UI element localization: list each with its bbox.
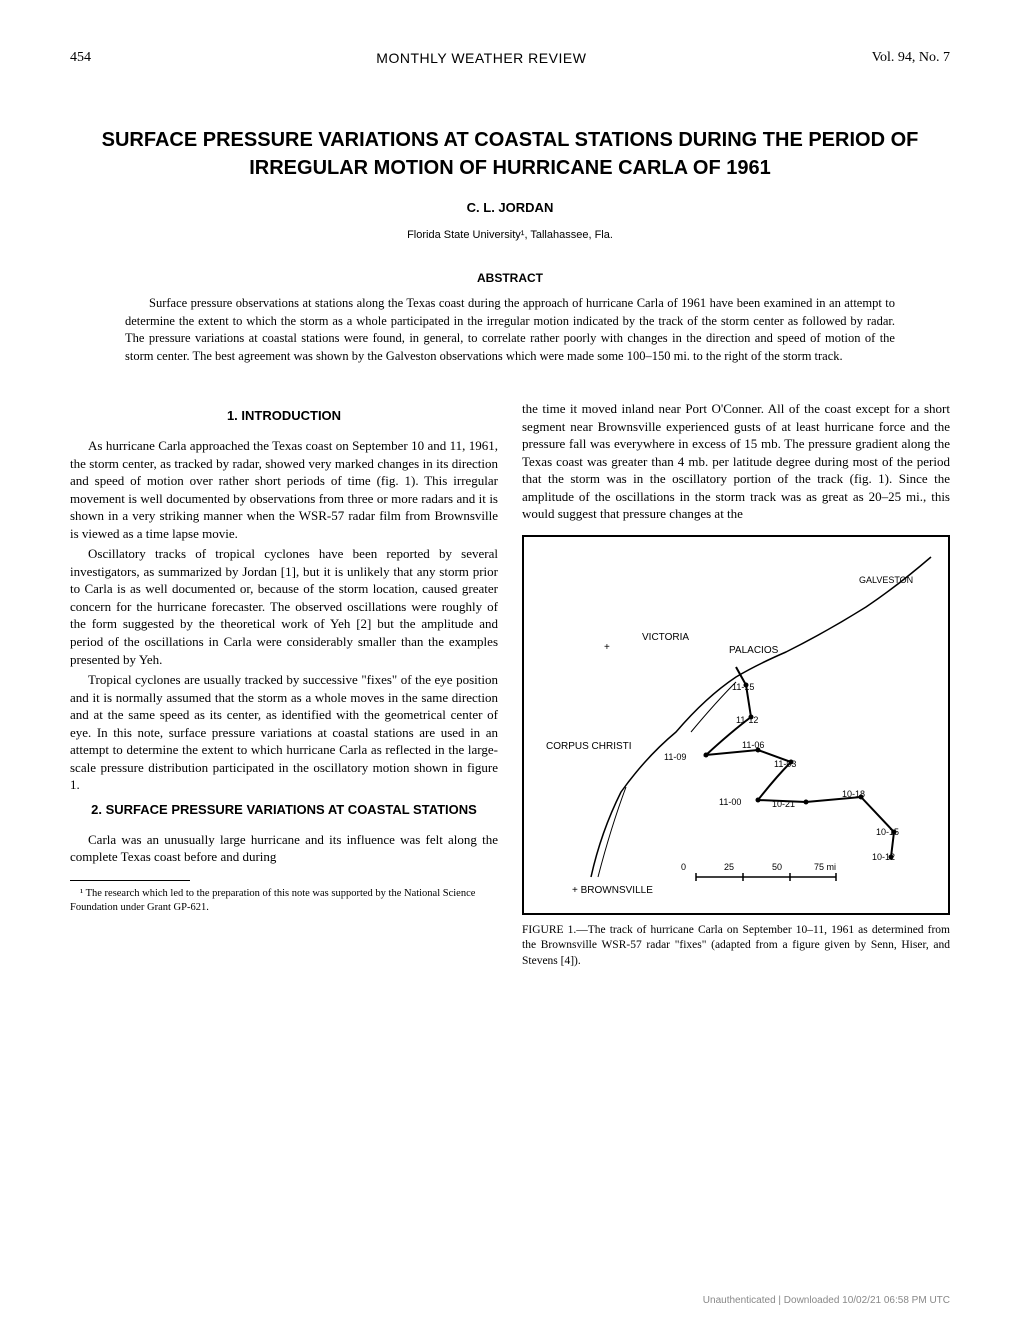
author-affiliation: Florida State University¹, Tallahassee, … [70, 229, 950, 241]
barrier-island-2 [691, 682, 736, 732]
track-dot [756, 797, 761, 802]
page-number: 454 [70, 50, 91, 66]
map-label-palacios: PALACIOS [729, 645, 778, 656]
author-name: C. L. JORDAN [70, 200, 950, 215]
download-footer: Unauthenticated | Downloaded 10/02/21 06… [703, 1295, 950, 1306]
map-label-brownsville: + BROWNSVILLE [572, 885, 653, 896]
scale-label: 50 [772, 862, 782, 872]
track-label: 10-12 [872, 852, 895, 862]
two-column-layout: 1. INTRODUCTION As hurricane Carla appro… [70, 400, 950, 969]
cross-icon: + [604, 642, 610, 653]
map-label-corpus: CORPUS CHRISTI [546, 742, 632, 752]
scale-label: 25 [724, 862, 734, 872]
track-label: 10-15 [876, 827, 899, 837]
figure-1-caption: FIGURE 1.—The track of hurricane Carla o… [522, 923, 950, 970]
track-dot [704, 752, 709, 757]
figure-1-map: GALVESTON VICTORIA + PALACIOS CORPUS CHR… [522, 535, 950, 915]
storm-track-path [706, 667, 894, 857]
col2-para-1: the time it moved inland near Port O'Con… [522, 400, 950, 523]
track-label: 11-09 [664, 752, 686, 762]
section-1-para-2: Oscillatory tracks of tropical cyclones … [70, 545, 498, 668]
left-column: 1. INTRODUCTION As hurricane Carla appro… [70, 400, 498, 969]
journal-title: MONTHLY WEATHER REVIEW [376, 50, 586, 66]
article-title: SURFACE PRESSURE VARIATIONS AT COASTAL S… [70, 126, 950, 182]
map-label-victoria: VICTORIA [642, 632, 689, 643]
right-column: the time it moved inland near Port O'Con… [522, 400, 950, 969]
abstract-text: Surface pressure observations at station… [125, 295, 895, 365]
map-label-galveston: GALVESTON [859, 575, 913, 585]
track-label: 11-12 [736, 715, 758, 725]
section-2-para-1: Carla was an unusually large hurricane a… [70, 831, 498, 866]
section-2-heading: 2. SURFACE PRESSURE VARIATIONS AT COASTA… [70, 802, 498, 817]
track-label: 11-03 [774, 759, 796, 769]
track-label: 11-00 [719, 797, 741, 807]
track-label: 10-21 [772, 799, 795, 809]
track-label: 11-15 [732, 682, 754, 692]
barrier-island-1 [598, 787, 626, 877]
abstract-heading: ABSTRACT [70, 271, 950, 285]
section-1-para-3: Tropical cyclones are usually tracked by… [70, 671, 498, 794]
scale-label: 75 mi [814, 862, 836, 872]
section-1-heading: 1. INTRODUCTION [70, 408, 498, 423]
scale-label: 0 [681, 862, 686, 872]
footnote-text: ¹ The research which led to the preparat… [70, 887, 498, 914]
page-header: 454 MONTHLY WEATHER REVIEW Vol. 94, No. … [70, 50, 950, 66]
track-label: 10-18 [842, 789, 865, 799]
footnote-divider [70, 880, 190, 881]
track-label: 11-06 [742, 740, 764, 750]
section-1-para-1: As hurricane Carla approached the Texas … [70, 437, 498, 542]
track-dot [804, 799, 809, 804]
volume-issue: Vol. 94, No. 7 [872, 50, 950, 66]
